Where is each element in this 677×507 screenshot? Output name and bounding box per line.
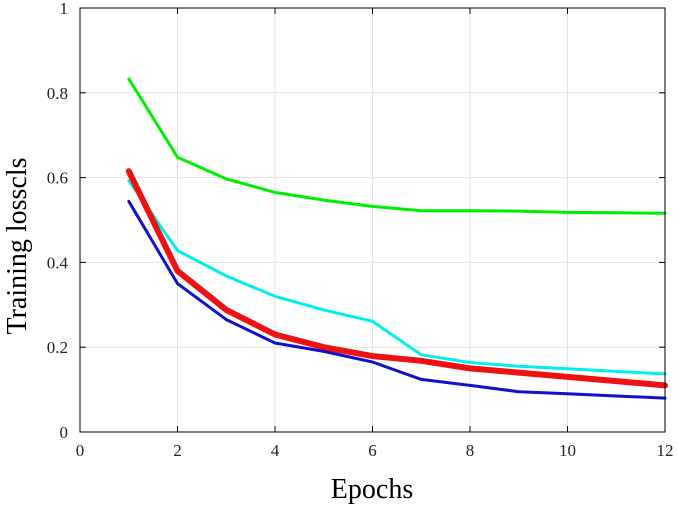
y-axis-label: Training losscls	[2, 157, 33, 334]
x-tick-label: 4	[271, 441, 280, 460]
y-tick-label: 0.4	[47, 253, 69, 272]
x-tick-label: 0	[76, 441, 85, 460]
series-line	[127, 77, 667, 215]
y-tick-label: 1	[60, 0, 69, 18]
x-tick-label: 2	[173, 441, 182, 460]
x-tick-label: 8	[466, 441, 475, 460]
x-axis-label: Epochs	[331, 474, 413, 505]
y-tick-label: 0.2	[47, 338, 68, 357]
y-tick-label: 0	[60, 423, 69, 442]
axis-ticks: 0 2 4 6 8 10 12 0 0.2 0.4 0.6 0.8 1	[47, 0, 674, 460]
y-tick-label: 0.6	[47, 169, 68, 188]
series-line	[125, 168, 668, 389]
x-tick-label: 10	[559, 441, 576, 460]
y-tick-label: 0.8	[47, 84, 68, 103]
series-line	[127, 199, 667, 400]
x-tick-label: 6	[368, 441, 377, 460]
x-tick-label: 12	[657, 441, 674, 460]
grid-lines	[80, 8, 665, 432]
series-line	[127, 179, 667, 376]
series-layer	[125, 77, 668, 400]
